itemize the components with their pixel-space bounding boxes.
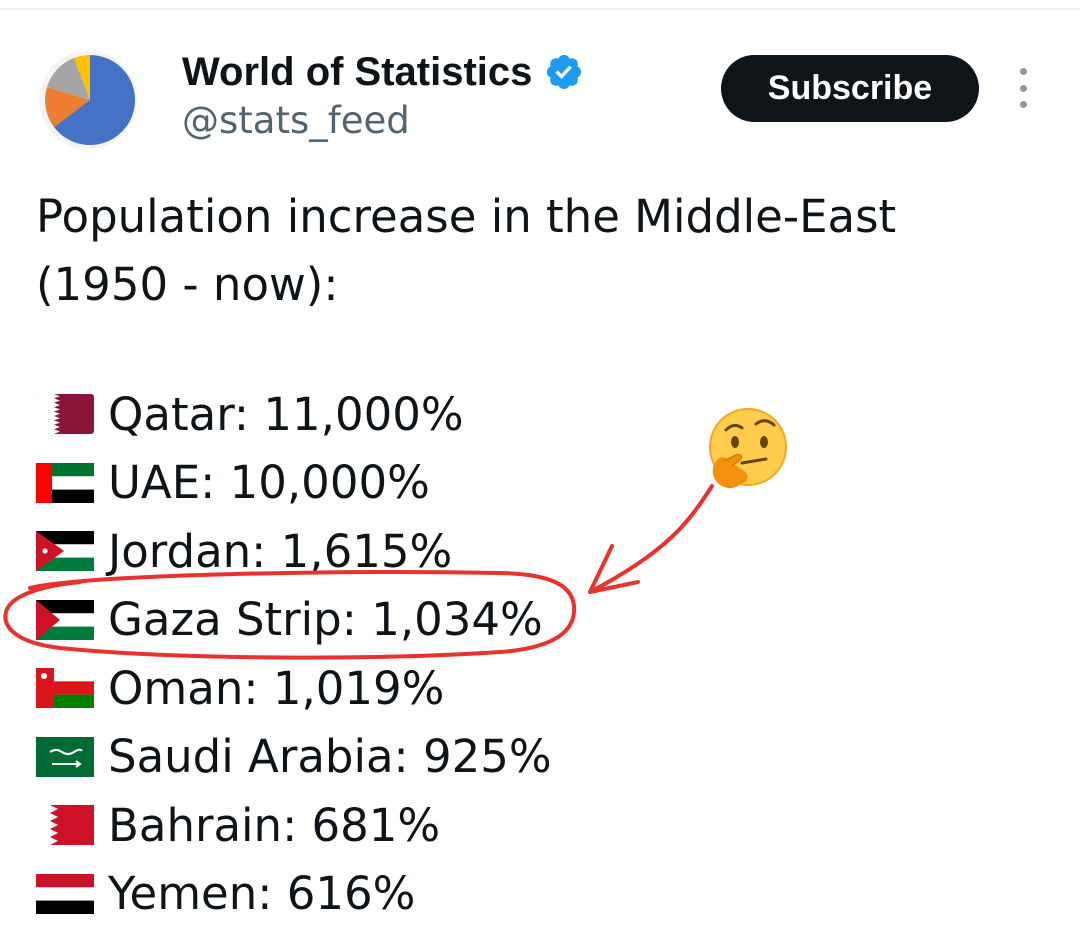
display-name[interactable]: World of Statistics (182, 46, 532, 98)
saudi-arabia-flag-icon (36, 737, 94, 777)
account-handle[interactable]: @stats_feed (182, 96, 410, 146)
stat-text: Oman: 1,019% (108, 662, 444, 715)
tweet-text-line: (1950 - now): (36, 251, 1036, 319)
bahrain-flag-icon (36, 805, 94, 845)
top-divider (0, 8, 1080, 10)
stat-text: Bahrain: 681% (108, 799, 440, 852)
stat-list: Qatar: 11,000% UAE: 10,000% Jordan: 1,61… (36, 380, 552, 928)
stat-text: Jordan: 1,615% (108, 525, 452, 578)
jordan-flag-icon (36, 531, 94, 571)
stat-row-bahrain: Bahrain: 681% (36, 791, 552, 860)
stat-row-oman: Oman: 1,019% (36, 654, 552, 723)
oman-flag-icon (36, 668, 94, 708)
uae-flag-icon (36, 463, 94, 503)
dot (1020, 101, 1027, 108)
stat-text: Yemen: 616% (108, 867, 415, 920)
yemen-flag-icon (36, 874, 94, 914)
pie-chart-avatar[interactable] (38, 50, 138, 150)
tweet-text-line: Population increase in the Middle-East (36, 183, 1036, 251)
stat-text: Saudi Arabia: 925% (108, 730, 552, 783)
arrow-line (590, 486, 712, 592)
more-vertical-icon[interactable] (1008, 68, 1038, 108)
stat-row-jordan: Jordan: 1,615% (36, 517, 552, 586)
stat-text: Gaza Strip: 1,034% (108, 593, 543, 646)
dot (1020, 85, 1027, 92)
stat-row-uae: UAE: 10,000% (36, 449, 552, 518)
verified-badge-icon (544, 52, 584, 92)
stat-row-yemen: Yemen: 616% (36, 860, 552, 928)
stat-row-saudi-arabia: Saudi Arabia: 925% (36, 723, 552, 792)
stat-row-qatar: Qatar: 11,000% (36, 380, 552, 449)
palestine-flag-icon (36, 600, 94, 640)
tweet-text: Population increase in the Middle-East (… (36, 183, 1036, 319)
dot (1020, 68, 1027, 75)
account-name[interactable]: World of Statistics (182, 46, 584, 98)
stat-text: Qatar: 11,000% (108, 388, 464, 441)
thinking-face-emoji (710, 409, 786, 488)
arrow-head (590, 546, 638, 592)
subscribe-button[interactable]: Subscribe (721, 55, 979, 122)
qatar-flag-icon (36, 394, 94, 434)
stat-row-gaza-strip: Gaza Strip: 1,034% (36, 586, 552, 655)
stat-text: UAE: 10,000% (108, 456, 430, 509)
